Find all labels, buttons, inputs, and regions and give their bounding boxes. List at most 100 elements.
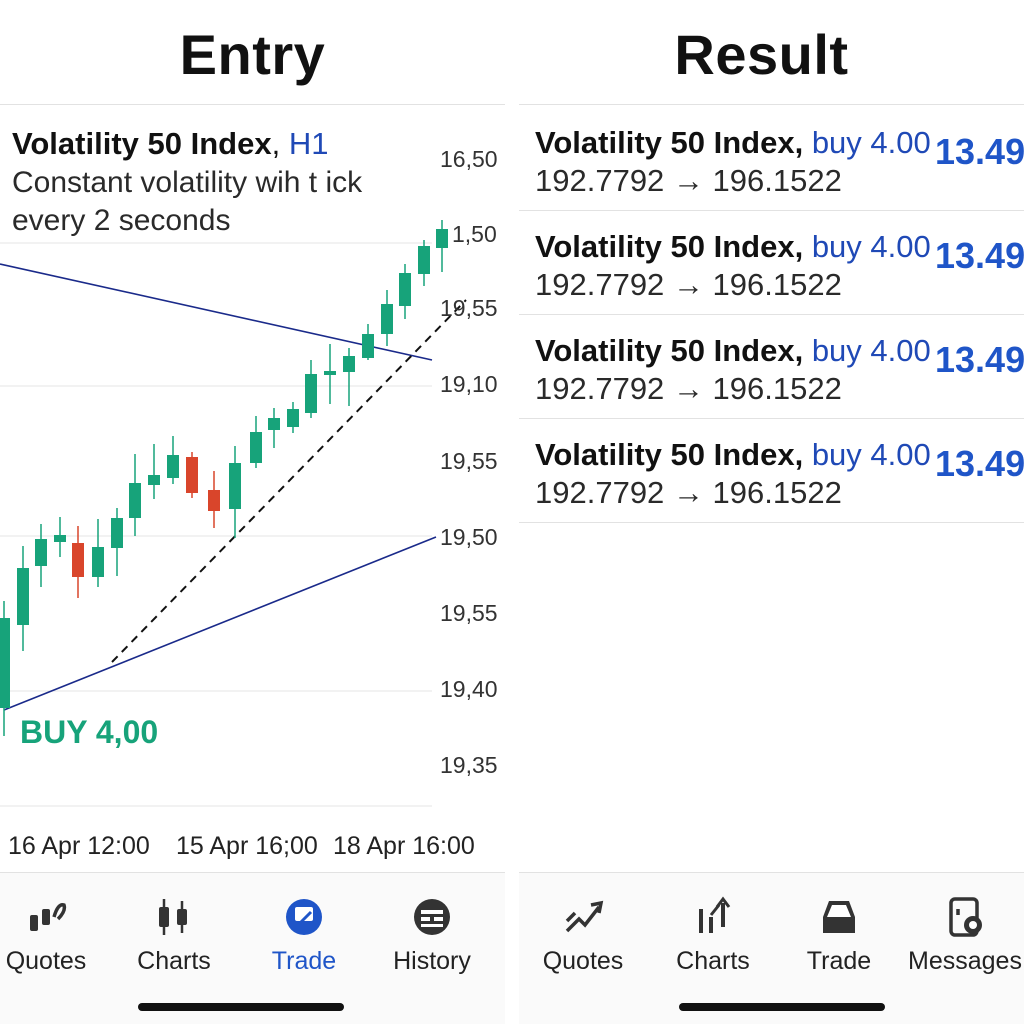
- trade-icon: [286, 899, 322, 935]
- nav-quotes[interactable]: Quotes: [523, 895, 643, 976]
- nav-messages-label: Messages: [908, 947, 1022, 975]
- candle-body: [229, 463, 241, 509]
- candle-body: [92, 547, 104, 577]
- price-label: 19,35: [440, 752, 498, 778]
- entry-panel: Entry Volatility 50 Index, H1 Constant v…: [0, 0, 505, 1024]
- history-icon: [414, 899, 450, 935]
- row-divider: [519, 418, 1024, 419]
- result-profit: 13.49: [935, 339, 1024, 380]
- price-label: 1,50: [452, 221, 497, 247]
- trade-icon: [823, 901, 855, 933]
- result-prices: 192.7792 → 196.1522: [535, 475, 842, 510]
- candle-body: [167, 455, 179, 478]
- candle-body: [324, 371, 336, 375]
- price-label: 19,40: [440, 676, 498, 702]
- candle-body: [72, 543, 84, 577]
- charts-icon: [159, 899, 187, 935]
- price-label: 19,55: [440, 295, 498, 321]
- trendline: [3, 536, 437, 711]
- candle-body: [17, 568, 29, 625]
- nav-charts[interactable]: Charts: [653, 895, 773, 976]
- candle-body: [0, 618, 10, 708]
- nav-trade-label: Trade: [806, 947, 872, 975]
- candle-body: [436, 229, 448, 248]
- time-label: 18 Apr 16:00: [333, 832, 475, 860]
- candle-body: [268, 418, 280, 430]
- nav-charts[interactable]: Charts: [114, 895, 234, 976]
- candle-body: [381, 304, 393, 334]
- candle-body: [418, 246, 430, 274]
- price-chart[interactable]: [0, 106, 505, 826]
- row-divider: [519, 210, 1024, 211]
- time-label: 16 Apr 12:00: [8, 832, 150, 860]
- result-row[interactable]: Volatility 50 Index, buy 4.00 192.7792 →…: [519, 315, 1024, 419]
- trendline: [0, 263, 433, 361]
- chart-timeframe[interactable]: H1: [288, 126, 329, 161]
- result-panel: Result Volatility 50 Index, buy 4.00 192…: [519, 0, 1024, 1024]
- chart-description: Constant volatility wih t ick every 2 se…: [12, 166, 363, 237]
- result-symbol: Volatility 50 Index,: [535, 125, 804, 160]
- candle-body: [305, 374, 317, 413]
- home-indicator: [679, 1003, 885, 1011]
- result-profit: 13.49: [935, 235, 1024, 276]
- candle-body: [129, 483, 141, 518]
- candle-body: [362, 334, 374, 358]
- charts-icon: [699, 896, 731, 933]
- result-side: buy 4.00: [811, 333, 931, 368]
- candle-body: [399, 273, 411, 306]
- nav-charts-label: Charts: [137, 947, 211, 975]
- price-label: 19,50: [440, 524, 498, 550]
- nav-trade[interactable]: Trade: [244, 895, 364, 976]
- nav-charts-label: Charts: [676, 947, 750, 975]
- bottom-nav: Quotes Charts Trade: [0, 872, 505, 1024]
- nav-quotes-label: Quotes: [542, 947, 624, 975]
- nav-trade-label: Trade: [271, 947, 337, 975]
- result-profit: 13.49: [935, 131, 1024, 172]
- row-divider: [519, 522, 1024, 523]
- nav-history[interactable]: History: [372, 895, 492, 976]
- result-side: buy 4.00: [811, 437, 931, 472]
- time-label: 15 Apr 16;00: [176, 832, 318, 860]
- candle-body: [148, 475, 160, 485]
- buy-order-label: BUY 4,00: [20, 714, 159, 750]
- chart-symbol-separator: ,: [271, 126, 289, 161]
- nav-history-label: History: [393, 947, 471, 975]
- result-row[interactable]: Volatility 50 Index, buy 4.00 192.7792 →…: [519, 419, 1024, 523]
- result-row[interactable]: Volatility 50 Index, buy 4.00 192.7792 →…: [519, 107, 1024, 211]
- result-symbol: Volatility 50 Index,: [535, 437, 804, 472]
- candle-body: [208, 490, 220, 511]
- candle-body: [186, 457, 198, 493]
- price-label: 19,55: [440, 448, 498, 474]
- candle-body: [111, 518, 123, 548]
- candle-body: [54, 535, 66, 542]
- result-title: Result: [674, 23, 849, 86]
- candle-body: [35, 539, 47, 566]
- result-row[interactable]: Volatility 50 Index, buy 4.00 192.7792 →…: [519, 211, 1024, 315]
- nav-quotes-label: Quotes: [5, 947, 87, 975]
- nav-trade[interactable]: Trade: [779, 895, 899, 976]
- candle-body: [250, 432, 262, 463]
- result-profit: 13.49: [935, 443, 1024, 484]
- result-symbol: Volatility 50 Index,: [535, 333, 804, 368]
- messages-icon: [949, 897, 982, 937]
- nav-messages[interactable]: Messages: [905, 895, 1024, 976]
- chart-symbol: Volatility 50 Index, H1: [12, 126, 328, 162]
- entry-title: Entry: [179, 23, 326, 86]
- candle-body: [343, 356, 355, 372]
- home-indicator: [138, 1003, 344, 1011]
- quotes-icon: [30, 903, 67, 931]
- bottom-nav: Quotes Charts Trade: [519, 872, 1024, 1024]
- price-label: 19,10: [440, 371, 498, 397]
- result-symbol: Volatility 50 Index,: [535, 229, 804, 264]
- result-side: buy 4.00: [811, 229, 931, 264]
- result-prices: 192.7792 → 196.1522: [535, 163, 842, 198]
- price-label: 19,55: [440, 600, 498, 626]
- result-prices: 192.7792 → 196.1522: [535, 371, 842, 406]
- header-divider: [519, 104, 1024, 105]
- nav-quotes[interactable]: Quotes: [0, 895, 106, 976]
- quotes-icon: [565, 900, 604, 933]
- dashed-trendline: [111, 299, 467, 663]
- price-label: 16,50: [440, 146, 498, 172]
- result-prices: 192.7792 → 196.1522: [535, 267, 842, 302]
- chart-symbol-name: Volatility 50 Index: [12, 126, 272, 161]
